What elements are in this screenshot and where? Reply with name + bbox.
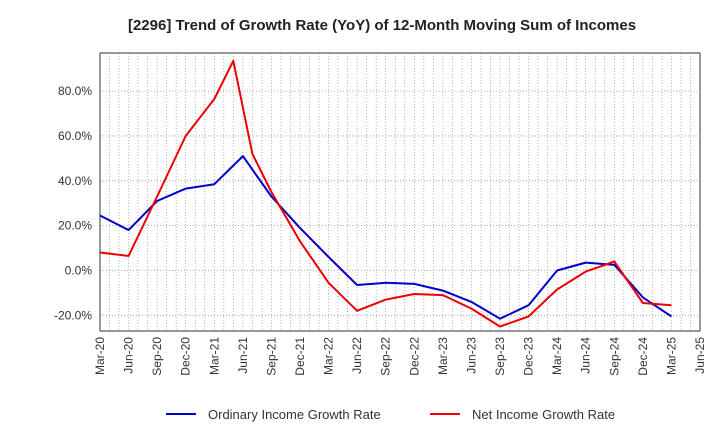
- x-tick-label: Mar-23: [436, 337, 450, 375]
- y-tick-label: 80.0%: [58, 84, 92, 98]
- y-tick-label: -20.0%: [54, 308, 92, 322]
- x-tick-label: Dec-24: [636, 337, 650, 376]
- y-tick-label: 60.0%: [58, 129, 92, 143]
- y-tick-label: 20.0%: [58, 219, 92, 233]
- x-tick-label: Sep-23: [493, 337, 507, 376]
- x-tick-label: Jun-24: [579, 337, 593, 374]
- x-tick-label: Mar-20: [93, 337, 107, 375]
- legend-label: Ordinary Income Growth Rate: [208, 407, 381, 422]
- x-tick-label: Sep-24: [607, 337, 621, 376]
- x-tick-label: Mar-21: [207, 337, 221, 375]
- x-tick-label: Dec-22: [407, 337, 421, 376]
- plot-area: 80.0% 60.0% 40.0% 20.0% 0.0% -20.0% Mar-20 Jun-…: [54, 52, 707, 376]
- x-tick-label: Mar-25: [664, 337, 678, 375]
- x-tick-label: Jun-21: [236, 337, 250, 374]
- chart-title: [2296] Trend of Growth Rate (YoY) of 12-…: [128, 17, 636, 34]
- series-line-net-income: [99, 59, 672, 328]
- x-tick-label: Dec-23: [522, 337, 536, 376]
- x-tick-label: Dec-20: [179, 337, 193, 376]
- y-tick-label: 0.0%: [65, 263, 93, 277]
- x-tick-label: Jun-25: [693, 337, 707, 374]
- plot-frame: [99, 52, 701, 332]
- x-tick-label: Sep-20: [150, 337, 164, 376]
- x-tick-label: Mar-24: [550, 337, 564, 375]
- legend: Ordinary Income Growth Rate Net Income Gr…: [166, 407, 615, 422]
- x-tick-label: Jun-23: [464, 337, 478, 374]
- y-tick-label: 40.0%: [58, 174, 92, 188]
- x-tick-label: Sep-21: [264, 337, 278, 376]
- series-line-ordinary-income: [99, 155, 672, 320]
- legend-label: Net Income Growth Rate: [472, 407, 615, 422]
- x-tick-label: Mar-22: [322, 337, 336, 375]
- x-tick-label: Dec-21: [293, 337, 307, 376]
- x-tick-label: Jun-20: [122, 337, 136, 374]
- x-tick-label: Sep-22: [379, 337, 393, 376]
- x-tick-label: Jun-22: [350, 337, 364, 374]
